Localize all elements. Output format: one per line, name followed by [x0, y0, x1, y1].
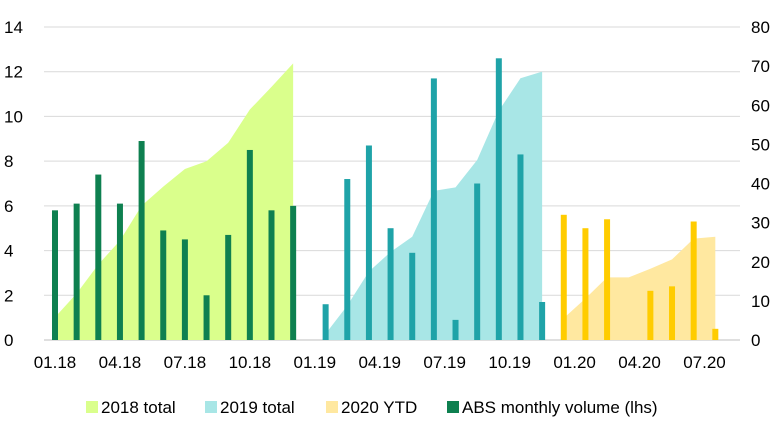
x-axis-tick-label: 10.19 [488, 353, 531, 372]
bar [582, 228, 589, 340]
area-series [55, 63, 716, 340]
legend-label: 2019 total [220, 398, 295, 417]
bar [203, 295, 210, 340]
bar [539, 301, 546, 340]
x-axis-ticks: 01.18 04.18 07.18 10.18 01.19 04.19 07.19 10.19… [34, 353, 726, 372]
right-axis-tick-label: 70 [751, 57, 770, 76]
legend-item: 2019 total [205, 398, 295, 417]
left-axis-ticks: 0 2 4 6 8 10 12 14 [4, 18, 23, 350]
legend-swatch [326, 401, 338, 413]
bar [322, 304, 329, 340]
x-axis-tick-label: 01.18 [34, 353, 77, 372]
x-axis-tick-label: 01.19 [294, 353, 337, 372]
x-axis-tick-label: 07.20 [683, 353, 726, 372]
bar [268, 210, 275, 340]
left-axis-tick-label: 6 [4, 197, 13, 216]
left-axis-tick-label: 12 [4, 63, 23, 82]
left-axis-tick-label: 8 [4, 152, 13, 171]
right-axis-ticks: 0 10 20 30 40 50 60 70 80 [751, 18, 770, 350]
left-axis-tick-label: 10 [4, 107, 23, 126]
legend-label: 2018 total [101, 398, 176, 417]
bar [225, 234, 232, 340]
bar [604, 219, 611, 340]
right-axis-tick-label: 10 [751, 292, 770, 311]
right-axis-tick-label: 40 [751, 175, 770, 194]
bar [517, 154, 524, 340]
legend-swatch [205, 401, 217, 413]
bar [246, 149, 253, 340]
x-axis-tick-label: 04.19 [358, 353, 401, 372]
right-axis-tick-label: 30 [751, 214, 770, 233]
bar [690, 221, 697, 340]
x-axis-tick-label: 04.18 [99, 353, 142, 372]
bar [290, 205, 297, 340]
x-axis-tick-label: 07.19 [423, 353, 466, 372]
area-2018-total [55, 63, 294, 340]
legend-label: 2020 YTD [341, 398, 417, 417]
bar [669, 286, 676, 340]
bar [181, 239, 188, 340]
bar [452, 319, 459, 340]
right-axis-tick-label: 50 [751, 135, 770, 154]
legend-swatch [447, 401, 459, 413]
bar [52, 210, 58, 340]
legend-label: ABS monthly volume (lhs) [462, 398, 658, 417]
x-axis-tick-label: 07.18 [164, 353, 207, 372]
x-axis-tick-label: 01.20 [553, 353, 596, 372]
legend-item: ABS monthly volume (lhs) [447, 398, 658, 417]
area-2020-ytd [563, 236, 716, 340]
bar [344, 179, 351, 340]
right-axis-tick-label: 80 [751, 18, 770, 37]
bar [430, 78, 437, 341]
left-axis-tick-label: 0 [4, 331, 13, 350]
bar-series [52, 58, 719, 341]
legend-item: 2018 total [86, 398, 176, 417]
legend-item: 2020 YTD [326, 398, 417, 417]
bar [138, 141, 145, 340]
bar [116, 203, 123, 340]
left-axis-tick-label: 14 [4, 18, 23, 37]
right-axis-tick-label: 60 [751, 96, 770, 115]
left-axis-tick-label: 4 [4, 242, 13, 261]
bar [647, 290, 654, 340]
bar [712, 328, 719, 340]
legend: 2018 total 2019 total 2020 YTD ABS monthly … [86, 398, 658, 417]
bar [387, 228, 394, 340]
bar [560, 214, 567, 340]
left-axis-tick-label: 2 [4, 286, 13, 305]
bar [95, 174, 102, 340]
bar [73, 203, 80, 340]
bar [409, 252, 416, 340]
bar [160, 230, 167, 340]
legend-swatch [86, 401, 98, 413]
bar [495, 58, 502, 341]
bar [365, 145, 372, 340]
x-axis-tick-label: 10.18 [229, 353, 272, 372]
bar [474, 183, 481, 340]
right-axis-tick-label: 0 [751, 331, 760, 350]
right-axis-tick-label: 20 [751, 253, 770, 272]
x-axis-tick-label: 04.20 [618, 353, 661, 372]
